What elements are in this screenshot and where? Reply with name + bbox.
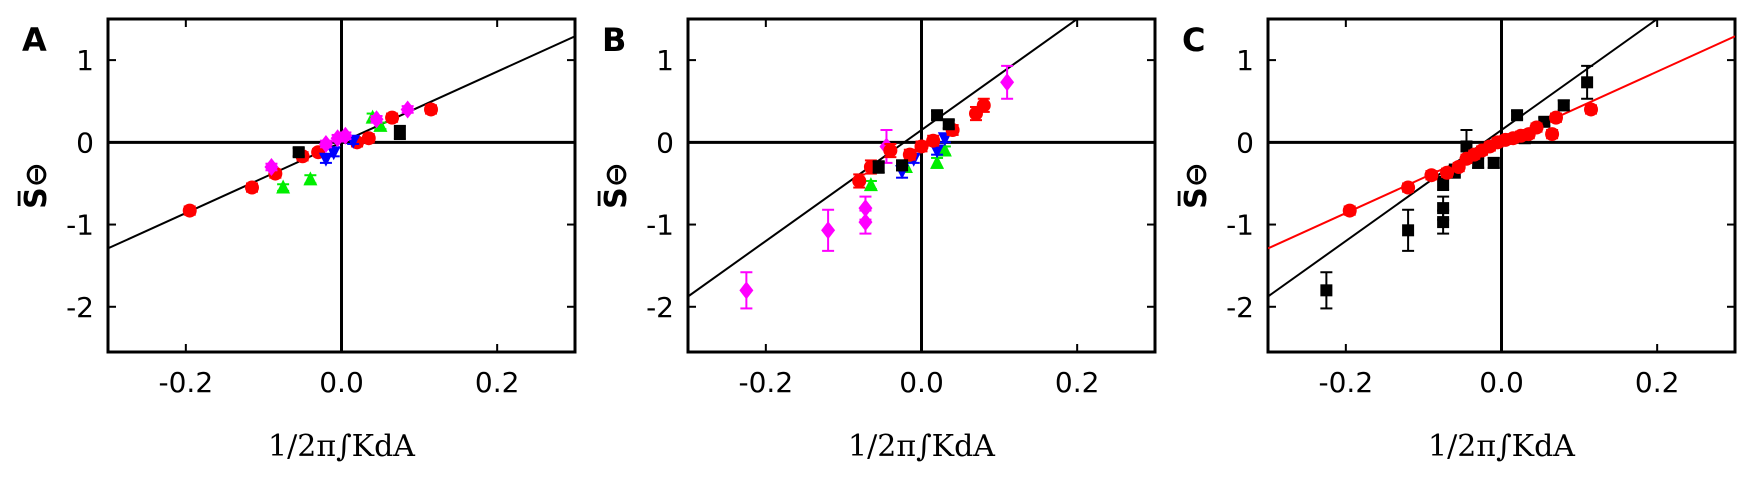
y-tick-label: 0 [1236, 126, 1254, 159]
data-point [1342, 203, 1357, 218]
y-tick-label: -2 [66, 291, 94, 324]
data-point [276, 179, 291, 194]
data-point [385, 110, 400, 125]
data-point [1584, 102, 1599, 117]
y-tick-label: -1 [1226, 209, 1254, 242]
data-point [1460, 140, 1473, 153]
data-marks [1320, 64, 1599, 310]
data-point [896, 159, 909, 172]
data-point [1511, 109, 1524, 122]
y-axis-label: S̅⊖ [1178, 162, 1214, 209]
data-point [369, 110, 384, 129]
x-axis-label: 1/2π∫KdA [1428, 429, 1575, 464]
data-point [914, 139, 929, 154]
data-point [373, 117, 388, 132]
y-tick-label: 1 [76, 44, 94, 77]
data-point [937, 142, 952, 157]
data-point [1440, 165, 1455, 180]
fit-line [688, 19, 1079, 298]
x-tick-label: 0.0 [319, 366, 364, 399]
data-point [326, 146, 341, 161]
data-point [902, 147, 917, 162]
data-point [930, 144, 945, 159]
data-point [1548, 110, 1563, 125]
y-tick-label: 1 [1236, 44, 1254, 77]
x-axis-label: 1/2π∫KdA [848, 429, 995, 464]
data-point [400, 100, 415, 119]
panel-label: A [22, 21, 47, 59]
y-axis-label: S̅⊖ [598, 162, 634, 209]
axis-ticks: -0.2 0.0 0.2 1 0 -1 -2 [646, 19, 1155, 399]
fit-line [1268, 19, 1659, 298]
data-point [303, 171, 318, 186]
panel-b: -0.2 0.0 0.2 1 0 -1 -2 B 1/2π∫KdA S̅⊖ [598, 17, 1157, 464]
data-point [244, 180, 259, 195]
x-tick-label: -0.2 [1319, 366, 1374, 399]
data-point [1545, 127, 1560, 142]
data-point [318, 152, 333, 167]
data-point [393, 126, 406, 139]
data-point [930, 154, 945, 169]
panel-a: -0.2 0.0 0.2 1 0 -1 -2 A 1/2π∫KdA S̅⊖ [18, 17, 577, 464]
data-point [872, 161, 885, 173]
data-point [863, 177, 878, 192]
y-tick-label: -1 [646, 209, 674, 242]
data-point [858, 199, 873, 218]
data-marks [182, 100, 439, 218]
zero-lines [688, 19, 1155, 352]
data-point [1000, 73, 1015, 92]
y-tick-label: 1 [656, 44, 674, 77]
data-point [1487, 156, 1500, 169]
data-point [931, 109, 944, 122]
data-point [883, 143, 898, 158]
y-axis-label: S̅⊖ [18, 162, 54, 209]
data-point [976, 98, 991, 113]
x-tick-label: -0.2 [739, 366, 794, 399]
data-point [926, 133, 941, 148]
data-point [1581, 76, 1594, 89]
data-point [318, 134, 333, 153]
data-point [1437, 202, 1450, 215]
data-point [1424, 168, 1439, 183]
data-point [852, 173, 867, 188]
y-tick-label: 0 [76, 126, 94, 159]
data-point [424, 102, 439, 117]
data-marks [739, 64, 1015, 310]
data-point [1401, 180, 1416, 195]
panel-c: -0.2 0.0 0.2 1 0 -1 -2 C 1/2π∫KdA S̅⊖ [1178, 17, 1737, 464]
x-tick-label: 0.0 [899, 366, 944, 399]
data-point [264, 158, 279, 176]
x-tick-label: -0.2 [159, 366, 214, 399]
x-tick-label: 0.2 [475, 366, 520, 399]
data-point [1557, 99, 1570, 112]
data-point [1437, 177, 1450, 190]
x-tick-label: 0.2 [1055, 366, 1100, 399]
data-point [821, 221, 836, 240]
y-tick-label: -1 [66, 209, 94, 242]
y-tick-label: -2 [1226, 291, 1254, 324]
data-point [1320, 284, 1333, 297]
data-point [361, 131, 376, 146]
axis-ticks: -0.2 0.0 0.2 1 0 -1 -2 [1226, 19, 1735, 399]
panel-label: B [602, 21, 626, 59]
data-point [292, 146, 305, 159]
panel-label: C [1182, 21, 1205, 59]
fit-lines [688, 19, 1079, 298]
data-point [942, 118, 955, 131]
y-tick-label: -2 [646, 291, 674, 324]
data-point [858, 213, 873, 232]
data-point [739, 281, 754, 300]
data-point [1529, 120, 1544, 135]
x-tick-label: 0.2 [1635, 366, 1680, 399]
x-axis-label: 1/2π∫KdA [268, 429, 415, 464]
data-point [338, 126, 353, 145]
data-point [182, 203, 197, 218]
y-tick-label: 0 [656, 126, 674, 159]
x-tick-label: 0.0 [1479, 366, 1524, 399]
axis-ticks: -0.2 0.0 0.2 1 0 -1 -2 [66, 19, 575, 399]
data-point [1402, 224, 1415, 237]
